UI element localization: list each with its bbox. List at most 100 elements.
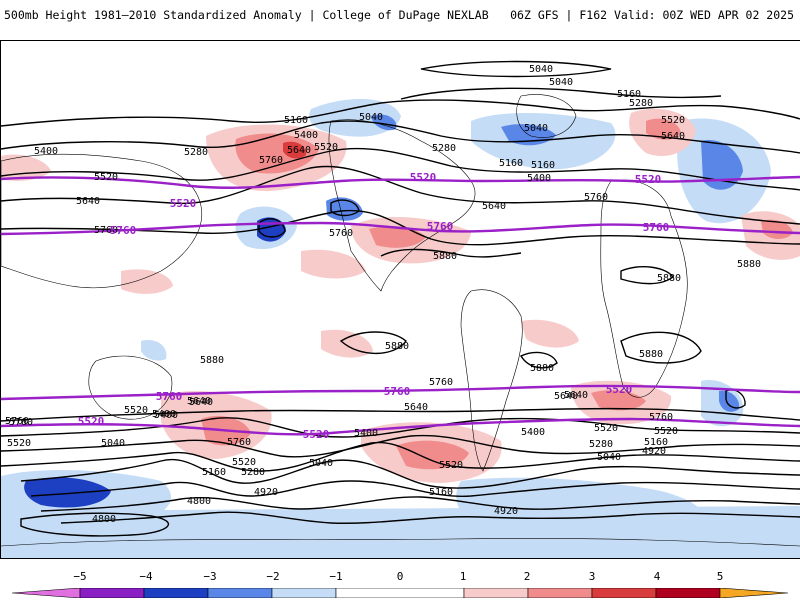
contour-label: 5760 — [9, 417, 33, 428]
pos-anomaly-region — [761, 219, 793, 239]
contour-label: 5280 — [241, 467, 265, 478]
contour-label: 5160 — [617, 89, 641, 100]
contour-5160-south — [30, 480, 800, 498]
colorbar-segment-pos3 — [591, 588, 657, 598]
coastline-antarctica — [1, 538, 800, 547]
contour-label: 5520 — [124, 405, 148, 416]
anomaly-map: 5040 5040 5160 5280 5160 5400 5040 5040 … — [1, 60, 800, 558]
contour-5880-samerica — [519, 351, 558, 369]
colorbar-tick: −4 — [139, 570, 153, 583]
contour-label: 5520 — [594, 423, 618, 434]
highlight-5760-north — [1, 221, 800, 236]
contour-label: 5040 — [597, 452, 621, 463]
contour-5040-south — [40, 496, 800, 512]
contour-label: 5040 — [529, 64, 553, 75]
contour-4800-south — [20, 512, 170, 537]
highlight-5520-north — [1, 175, 800, 189]
contour-label: 5160 — [644, 437, 668, 448]
colorbar-segment-neg1 — [271, 588, 337, 598]
contour-label: 5760 — [5, 416, 29, 427]
highlight-label: 5760 — [110, 224, 137, 237]
contour-label: 5880 — [433, 251, 457, 262]
pos-anomaly-region — [121, 269, 173, 294]
contour-5880-sasia — [620, 266, 674, 285]
neg-anomaly-region — [719, 390, 740, 412]
highlight-label: 5520 — [170, 197, 197, 210]
colorbar-tick: −3 — [203, 570, 217, 583]
colorbar: −5 −4 −3 −2 −1 0 1 2 3 4 5 — [0, 570, 800, 600]
contour-5520-north — [1, 147, 800, 191]
colorbar-tick: −5 — [73, 570, 87, 583]
height-contours — [1, 60, 800, 537]
contour-label: 5760 — [429, 377, 453, 388]
contour-label: 5040 — [359, 112, 383, 123]
pos-anomaly-region — [369, 226, 426, 248]
contour-label: 5280 — [184, 147, 208, 158]
colorbar-tick: 5 — [716, 570, 724, 583]
highlight-label: 5520 — [410, 171, 437, 184]
contour-label: 5880 — [385, 341, 409, 352]
pos-anomaly-region — [283, 141, 307, 159]
colorbar-tick: 2 — [523, 570, 531, 583]
map-panel: 5040 5040 5160 5280 5160 5400 5040 5040 … — [0, 40, 800, 559]
contour-label: 5760 — [94, 225, 118, 236]
pos-anomaly-region — [646, 118, 681, 140]
contour-label: 5640 — [482, 201, 506, 212]
contour-label: 5280 — [629, 98, 653, 109]
neg-anomaly-region — [309, 98, 401, 137]
contour-5040-top — [420, 60, 612, 78]
contour-label: 5400 — [354, 428, 378, 439]
highlight-5760-south — [1, 384, 800, 401]
contour-5880-north — [380, 248, 522, 258]
contour-label: 5880 — [657, 273, 681, 284]
coastline-south-america — [460, 289, 523, 472]
pos-anomaly-region — [591, 390, 646, 411]
colorbar-segment-neutral — [335, 588, 465, 598]
contour-label: 5520 — [232, 457, 256, 468]
colorbar-tick: −2 — [266, 570, 280, 583]
highlight-label: 5760 — [643, 221, 670, 234]
contour-low-pacific — [330, 199, 360, 217]
colorbar-tick: 4 — [653, 570, 661, 583]
colorbar-segment-pos2 — [527, 588, 593, 598]
contour-label: 5880 — [530, 363, 554, 374]
contour-label: 5520 — [661, 115, 685, 126]
colorbar-tick: 0 — [396, 570, 404, 583]
coastline-asia — [1, 153, 203, 289]
coastline-australia — [88, 355, 173, 420]
contour-5880-pacific — [339, 331, 407, 355]
highlight-5520-south — [1, 417, 800, 436]
pos-anomaly-region — [396, 440, 469, 470]
contour-label: 4800 — [187, 496, 211, 507]
contour-label: 5040 — [549, 77, 573, 88]
contour-5760-south — [1, 407, 800, 422]
contour-label: 5160 — [284, 115, 308, 126]
contour-5760-north — [1, 209, 800, 246]
contour-label: 5880 — [639, 349, 663, 360]
contour-label: 4800 — [92, 514, 116, 525]
contour-label: 5160 — [202, 467, 226, 478]
contour-label: 5520 — [314, 142, 338, 153]
contour-label: 5760 — [227, 437, 251, 448]
highlight-contours — [1, 175, 800, 436]
contour-label: 5040 — [524, 123, 548, 134]
pos-anomaly-region — [321, 329, 373, 358]
contour-label: 5160 — [531, 160, 555, 171]
contour-5160-north — [400, 87, 722, 100]
pos-anomaly-region — [521, 319, 579, 348]
colorbar-segment-pos1 — [463, 588, 529, 598]
contour-label: 4920 — [494, 506, 518, 517]
contour-label: 4920 — [642, 446, 666, 457]
contour-labels: 5040 5040 5160 5280 5160 5400 5040 5040 … — [5, 64, 761, 525]
contour-low-aleutian — [258, 218, 286, 238]
contour-label: 5640 — [187, 396, 211, 407]
contour-label: 5640 — [287, 145, 311, 156]
contour-label: 5520 — [7, 438, 31, 449]
contour-5400-north — [1, 120, 800, 154]
contour-label: 5400 — [527, 173, 551, 184]
contour-label: 5640 — [554, 391, 578, 402]
colorbar-tick: 3 — [588, 570, 596, 583]
colorbar-segment-pos4 — [655, 588, 721, 598]
contour-label: 5040 — [101, 438, 125, 449]
contour-label: 5760 — [329, 228, 353, 239]
